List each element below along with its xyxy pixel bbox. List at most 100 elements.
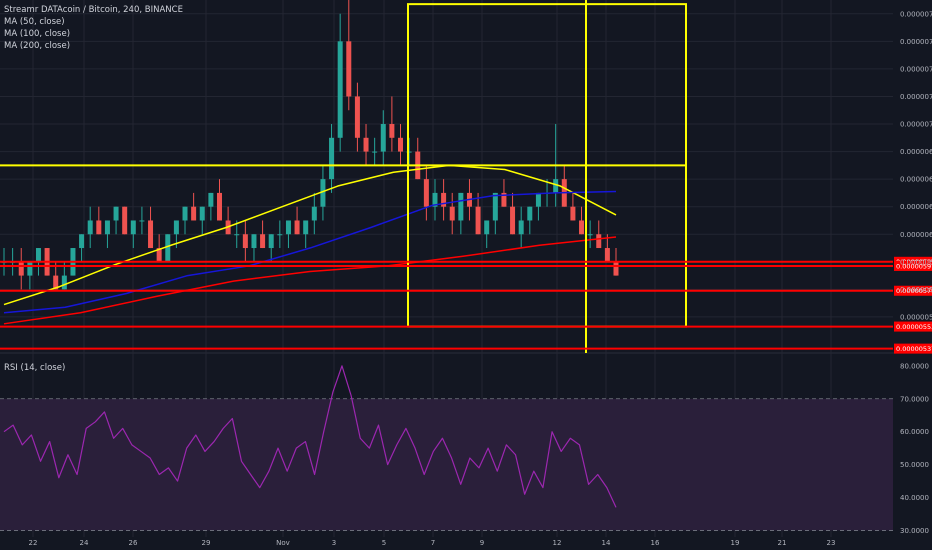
rsi-tick-label: 60.0000 [900,428,929,436]
legend-ma200[interactable]: MA (200, close) [4,41,71,51]
candle-body [277,234,283,236]
rsi-overbought-oversold-band [0,398,893,531]
rsi-tick-label: 40.0000 [900,494,929,502]
candle-body [303,220,309,235]
axes: 0.00000560 0.00000580 0.00000600 0.00000620… [29,10,932,547]
rsi-tick-label: 80.0000 [900,362,929,370]
candle-body [104,220,110,235]
ma50-line [3,164,617,306]
x-tick-label: 9 [480,539,484,547]
y-tick-label: 0.00000660 [900,176,932,184]
candle-body [242,234,248,249]
candle-body [449,206,455,221]
x-tick-label: 7 [431,539,435,547]
x-tick-label: 14 [602,539,611,547]
y-tick-label: 0.00000620 [900,231,932,239]
candle-body [87,220,93,235]
candle-body [320,179,326,207]
candle-body [441,192,447,207]
y-tick-label: 0.00000760 [900,38,932,46]
candle-body [337,41,343,138]
candle-body [406,151,412,153]
y-tick-label: 0.00000580 [900,286,932,294]
candle-body [518,220,524,235]
y-tick-label: 0.00000600 [900,258,932,266]
candle-body [173,220,179,235]
candle-body [285,220,291,235]
x-tick-label: 12 [553,539,562,547]
candle-body [423,179,429,207]
rsi-tick-label: 50.0000 [900,461,929,469]
price-tag-bg [894,343,932,354]
y-tick-label: 0.00000740 [900,65,932,73]
candle-body [130,220,136,235]
y-tick-label: 0.00000680 [900,148,932,156]
rsi-series [3,365,617,508]
x-tick-label: 24 [80,539,89,547]
price-tag-label: 0.00000597 [896,262,932,270]
candle-body [234,234,240,236]
candle-body [35,248,41,262]
price-tag-label: 0.00000553 [896,323,932,331]
y-tick-label: 0.00000780 [900,10,932,18]
candle-body [363,137,369,152]
price-tag-bg [894,260,932,271]
candle-body [501,192,507,207]
candle-body [61,275,67,290]
candle-body [458,192,464,221]
rsi-tick-label: 70.0000 [900,395,929,403]
candle-body [579,220,585,235]
candle-body [208,192,214,207]
candle-body [492,192,498,221]
candle-body [139,220,145,222]
candle-body [604,248,610,262]
legend: Streamr DATAcoin / Bitcoin, 240, BINANCE… [4,4,183,52]
candle-body [53,275,59,290]
candle-body [96,220,102,235]
candle-body [329,137,335,180]
y-tick-label: 0.00000560 [900,313,932,321]
price-tag-bg [894,321,932,332]
candle-body [113,206,119,221]
candle-body [260,234,266,249]
annotations[interactable]: 0.000005990.000005970.000005790.00000553… [0,0,932,354]
candle-body [372,151,378,153]
candle-body [294,220,300,235]
moving-averages [3,164,617,325]
candle-body [380,124,386,152]
candle-body [148,220,154,249]
candle-body [79,234,85,249]
x-tick-label: Nov [276,539,290,547]
legend-ma100[interactable]: MA (100, close) [4,29,71,39]
x-tick-label: 16 [651,539,660,547]
candle-body [199,206,205,221]
rsi-tick-label: 30.0000 [900,527,929,535]
candle-body [475,206,481,235]
candle-body [389,124,395,138]
rsi-legend[interactable]: RSI (14, close) [4,363,66,373]
candle-body [156,248,162,262]
candle-body [18,261,24,276]
price-tag-label: 0.00000579 [896,287,932,295]
candle-body [165,234,171,262]
candle-body [216,192,222,221]
candle-body [311,206,317,221]
legend-title[interactable]: Streamr DATAcoin / Bitcoin, 240, BINANCE [4,5,183,15]
x-tick-label: 5 [382,539,386,547]
candle-body [354,96,360,138]
ma200-line [3,236,617,325]
x-tick-label: 3 [332,539,336,547]
candle-body [570,206,576,221]
rsi-line [3,365,617,508]
ma100-line [3,190,617,314]
candle-body [191,206,197,221]
candle-body [587,234,593,236]
x-tick-label: 19 [731,539,740,547]
legend-ma50[interactable]: MA (50, close) [4,17,65,27]
candle-body [251,234,257,249]
candle-body [398,137,404,152]
candle-body [535,192,541,207]
candle-body [527,206,533,221]
candles [1,0,619,290]
